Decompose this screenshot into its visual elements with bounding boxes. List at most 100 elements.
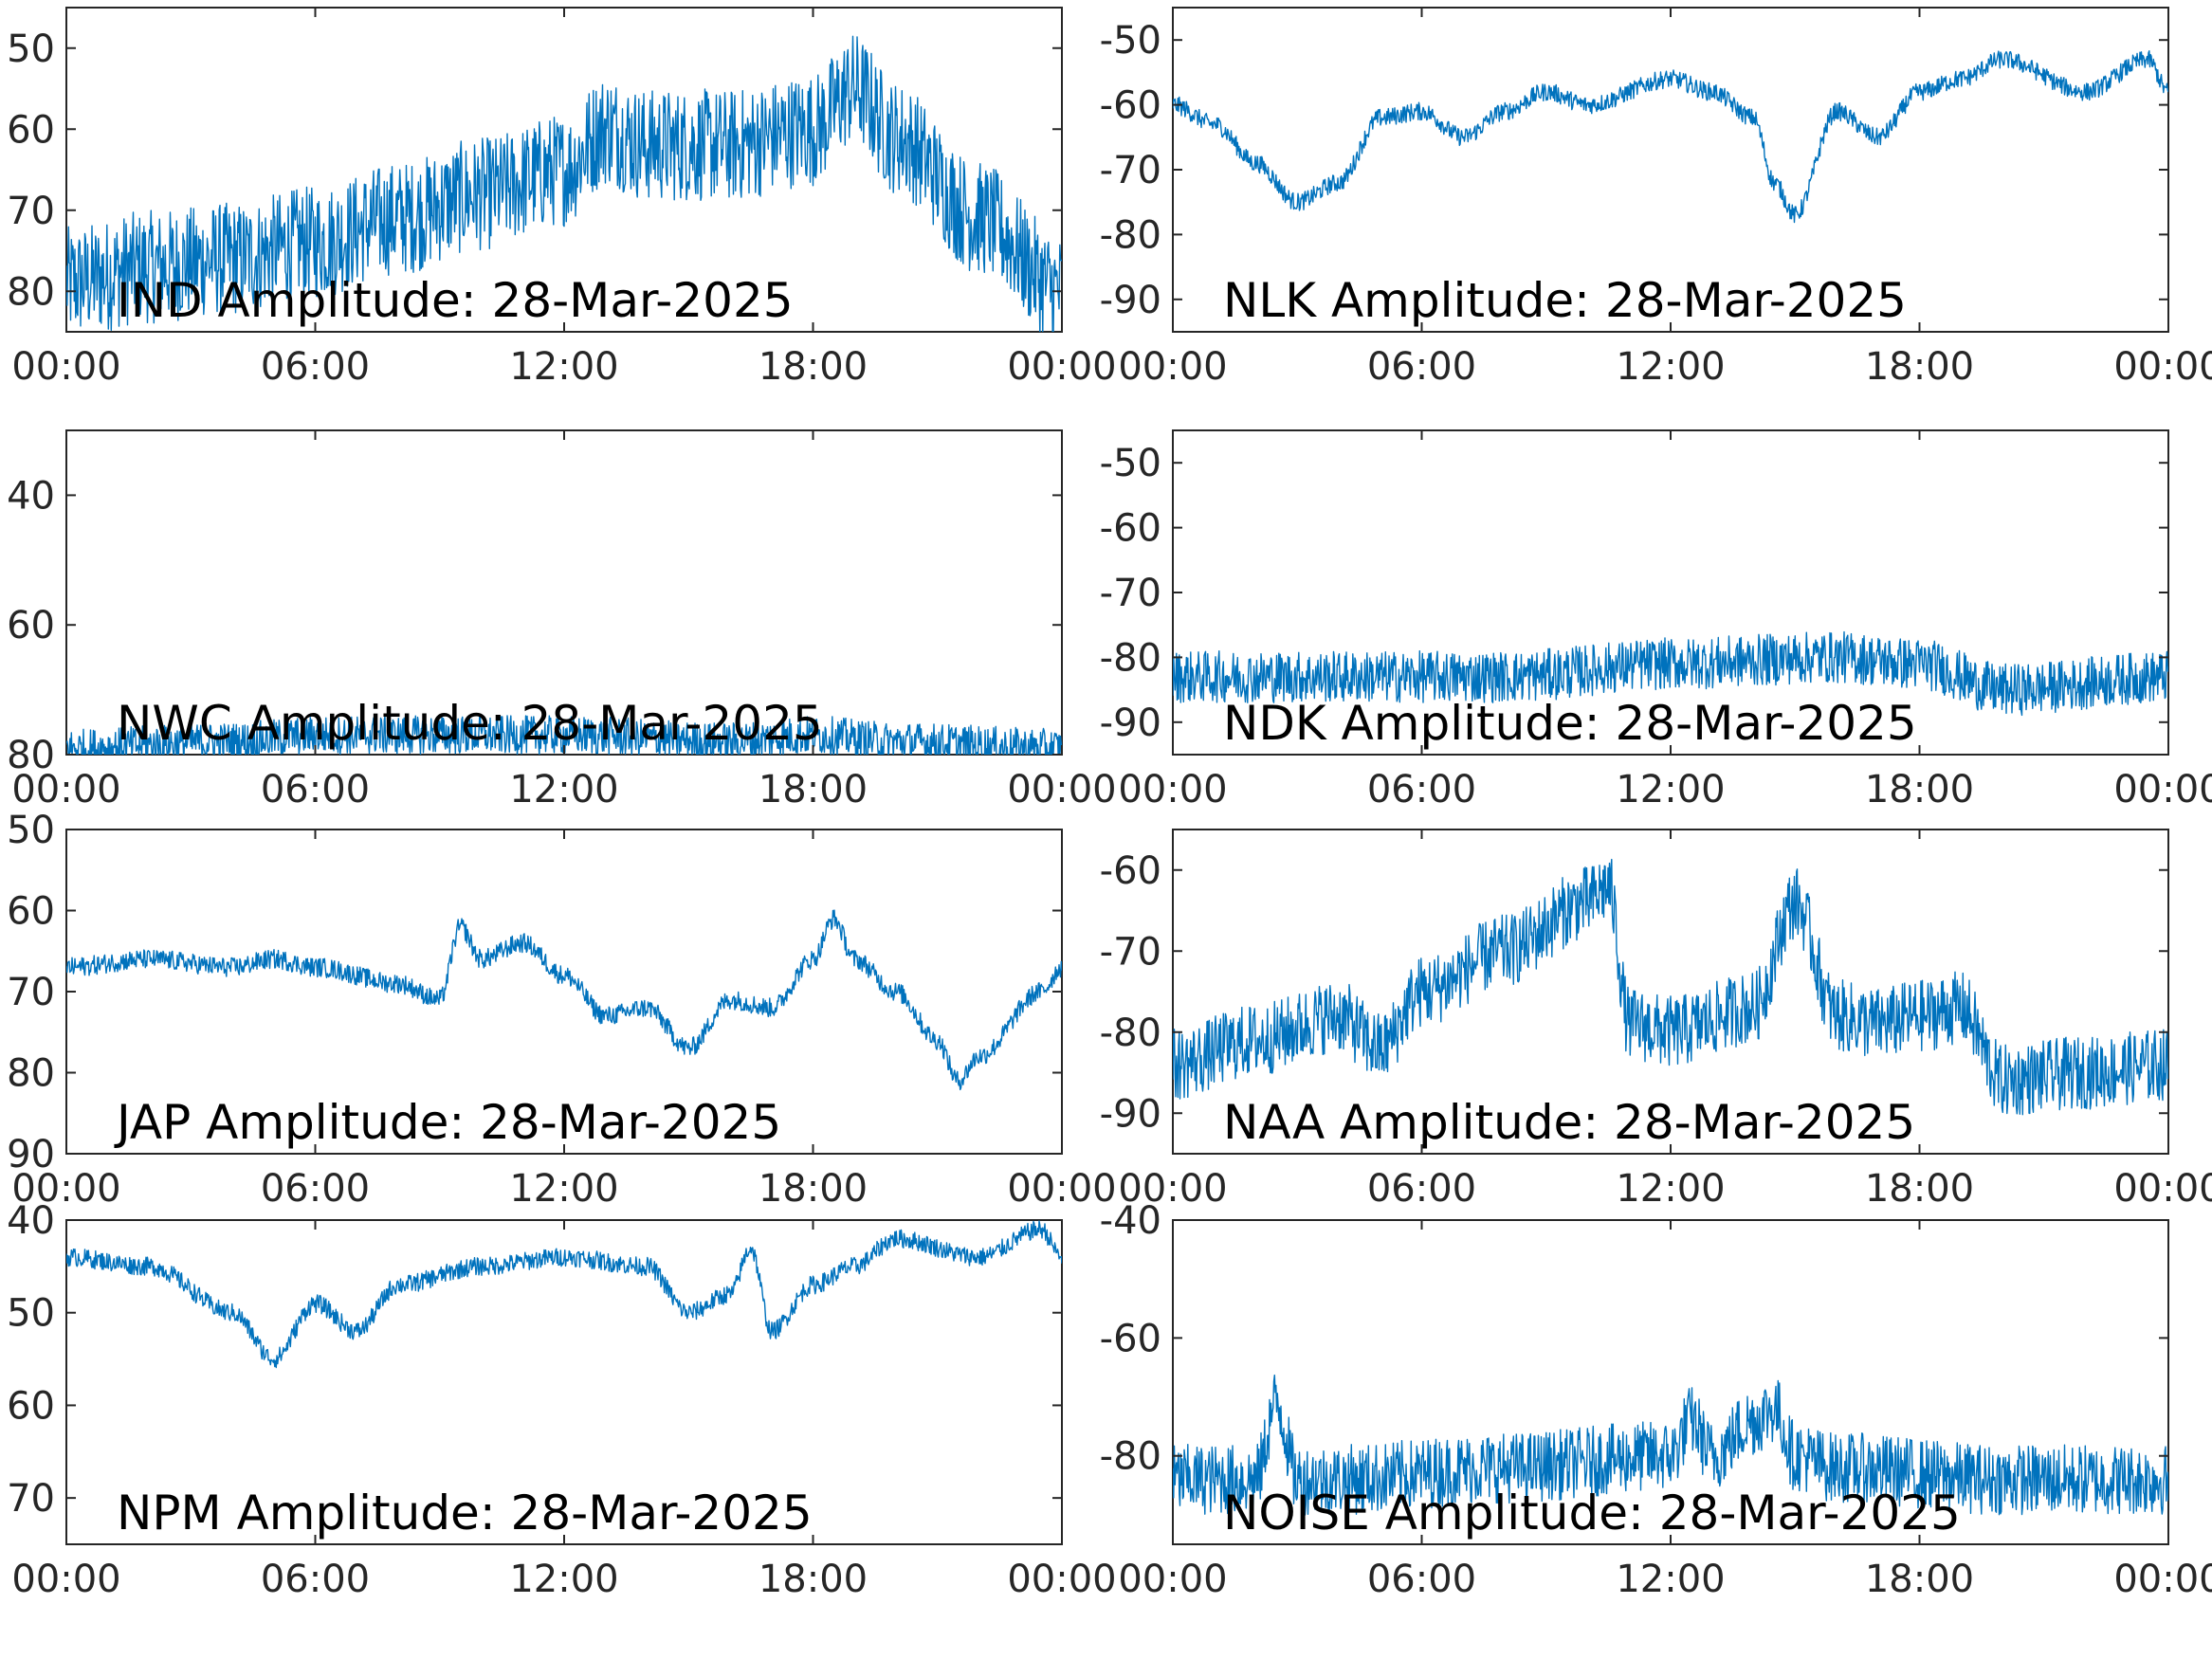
y-tick-label: 40 xyxy=(7,474,55,518)
panel-npm: 00:00 06:00 12:00 18:00 00:00 40 50 60 70 NPM Amp… xyxy=(7,1199,1117,1601)
panel-ind: 00:00 06:00 12:00 18:00 00:00 50 60 70 80 IND Amp… xyxy=(7,7,1117,389)
y-tick-label: -60 xyxy=(1100,84,1161,128)
series-trace xyxy=(1173,50,2168,224)
y-tick-label: -70 xyxy=(1100,572,1161,615)
panel-noise: 00:00 06:00 12:00 18:00 00:00 -40 -60 -80 NOISE … xyxy=(1100,1199,2212,1601)
y-tick-label: 60 xyxy=(7,108,55,152)
y-tick-label: 40 xyxy=(7,1199,55,1243)
y-tick-label: 80 xyxy=(7,1052,55,1096)
panel-label: NDK Amplitude: 28-Mar-2025 xyxy=(1223,696,1917,751)
x-tick-label: 00:00 xyxy=(11,768,120,811)
y-tick-label: -90 xyxy=(1100,279,1161,322)
panel-label: JAP Amplitude: 28-Mar-2025 xyxy=(114,1095,781,1150)
y-tick-label: 70 xyxy=(7,1477,55,1521)
x-tick-label: 06:00 xyxy=(1367,1167,1476,1211)
panel-label: NOISE Amplitude: 28-Mar-2025 xyxy=(1223,1486,1961,1540)
x-tick-label: 18:00 xyxy=(1865,1167,1974,1211)
series-trace xyxy=(1173,630,2168,717)
x-tick-label: 00:00 xyxy=(1007,768,1116,811)
series-trace xyxy=(1173,858,2168,1116)
x-tick-label: 00:00 xyxy=(2113,1558,2212,1601)
y-tick-label: -40 xyxy=(1100,1199,1161,1243)
x-tick-label: 00:00 xyxy=(1118,345,1227,389)
y-tick-label: 70 xyxy=(7,971,55,1014)
x-tick-label: 12:00 xyxy=(509,1558,618,1601)
x-tick-label: 00:00 xyxy=(11,345,120,389)
x-tick-label: 00:00 xyxy=(2113,768,2212,811)
y-tick-label: 70 xyxy=(7,190,55,233)
x-tick-label: 18:00 xyxy=(1865,1558,1974,1601)
x-tick-label: 00:00 xyxy=(2113,345,2212,389)
x-tick-label: 18:00 xyxy=(759,1167,868,1211)
y-tick-label: 80 xyxy=(7,734,55,777)
panel-label: NWC Amplitude: 28-Mar-2025 xyxy=(117,696,823,751)
y-tick-label: -80 xyxy=(1100,1012,1161,1055)
x-tick-label: 00:00 xyxy=(1007,1167,1116,1211)
x-tick-label: 00:00 xyxy=(11,1558,120,1601)
y-tick-label: -80 xyxy=(1100,213,1161,257)
y-tick-label: -50 xyxy=(1100,442,1161,485)
y-tick-label: -90 xyxy=(1100,1092,1161,1136)
x-tick-label: 18:00 xyxy=(1865,345,1974,389)
x-tick-label: 06:00 xyxy=(1367,1558,1476,1601)
y-tick-label: 80 xyxy=(7,270,55,314)
y-tick-label: -50 xyxy=(1100,19,1161,63)
series-trace xyxy=(1173,1374,2168,1516)
plot-frame xyxy=(65,7,1063,333)
series-trace xyxy=(66,909,1062,1091)
y-tick-label: -60 xyxy=(1100,1317,1161,1360)
y-tick-label: -60 xyxy=(1100,849,1161,893)
y-tick-label: 50 xyxy=(7,1292,55,1336)
y-tick-label: 90 xyxy=(7,1133,55,1176)
y-tick-label: -70 xyxy=(1100,930,1161,974)
x-tick-label: 00:00 xyxy=(1007,1558,1116,1601)
x-tick-label: 12:00 xyxy=(509,768,618,811)
x-tick-label: 00:00 xyxy=(1118,768,1227,811)
x-tick-label: 00:00 xyxy=(1007,345,1116,389)
y-tick-label: -70 xyxy=(1100,149,1161,192)
y-tick-label: 60 xyxy=(7,604,55,647)
x-tick-label: 06:00 xyxy=(1367,768,1476,811)
y-tick-label: -80 xyxy=(1100,1435,1161,1479)
panel-label: NAA Amplitude: 28-Mar-2025 xyxy=(1223,1095,1915,1150)
x-tick-label: 12:00 xyxy=(509,1167,618,1211)
x-tick-label: 18:00 xyxy=(759,345,868,389)
y-tick-label: 60 xyxy=(7,1384,55,1428)
panel-ndk: 00:00 06:00 12:00 18:00 00:00 -50 -60 -70 -80 -90… xyxy=(1100,429,2212,811)
panel-label: NPM Amplitude: 28-Mar-2025 xyxy=(117,1486,813,1540)
panel-label: NLK Amplitude: 28-Mar-2025 xyxy=(1223,273,1907,328)
plot-frame xyxy=(65,429,1063,756)
plot-frame xyxy=(65,1219,1063,1545)
x-tick-label: 00:00 xyxy=(2113,1167,2212,1211)
panel-nwc: 00:00 06:00 12:00 18:00 00:00 40 60 80 NWC Ampli… xyxy=(7,429,1117,811)
x-tick-label: 12:00 xyxy=(1616,345,1725,389)
panel-naa: 00:00 06:00 12:00 18:00 00:00 -60 -70 -80 -90 NAA… xyxy=(1100,829,2212,1211)
panel-label: IND Amplitude: 28-Mar-2025 xyxy=(117,273,794,328)
x-tick-label: 00:00 xyxy=(1118,1167,1227,1211)
panel-jap: 00:00 06:00 12:00 18:00 00:00 50 60 70 80 90 JAP A… xyxy=(7,809,1117,1211)
x-tick-label: 06:00 xyxy=(1367,345,1476,389)
x-tick-label: 06:00 xyxy=(261,345,370,389)
x-tick-label: 18:00 xyxy=(1865,768,1974,811)
x-tick-label: 12:00 xyxy=(1616,1167,1725,1211)
y-tick-label: 50 xyxy=(7,809,55,852)
x-tick-label: 18:00 xyxy=(759,768,868,811)
x-tick-label: 06:00 xyxy=(261,1167,370,1211)
x-tick-label: 12:00 xyxy=(1616,768,1725,811)
x-tick-label: 06:00 xyxy=(261,768,370,811)
x-tick-label: 18:00 xyxy=(759,1558,868,1601)
y-tick-label: 50 xyxy=(7,27,55,71)
series-trace xyxy=(66,1220,1062,1369)
x-tick-label: 06:00 xyxy=(261,1558,370,1601)
x-tick-label: 12:00 xyxy=(1616,1558,1725,1601)
y-tick-label: -80 xyxy=(1100,636,1161,680)
series-trace xyxy=(66,35,1062,332)
y-tick-label: 60 xyxy=(7,890,55,934)
x-tick-label: 12:00 xyxy=(509,345,618,389)
panel-nlk: 00:00 06:00 12:00 18:00 00:00 -50 -60 -70 -80 -90… xyxy=(1100,7,2212,389)
y-tick-label: -60 xyxy=(1100,507,1161,551)
x-tick-label: 00:00 xyxy=(1118,1558,1227,1601)
x-tick-label: 00:00 xyxy=(11,1167,120,1211)
y-tick-label: -90 xyxy=(1100,702,1161,745)
